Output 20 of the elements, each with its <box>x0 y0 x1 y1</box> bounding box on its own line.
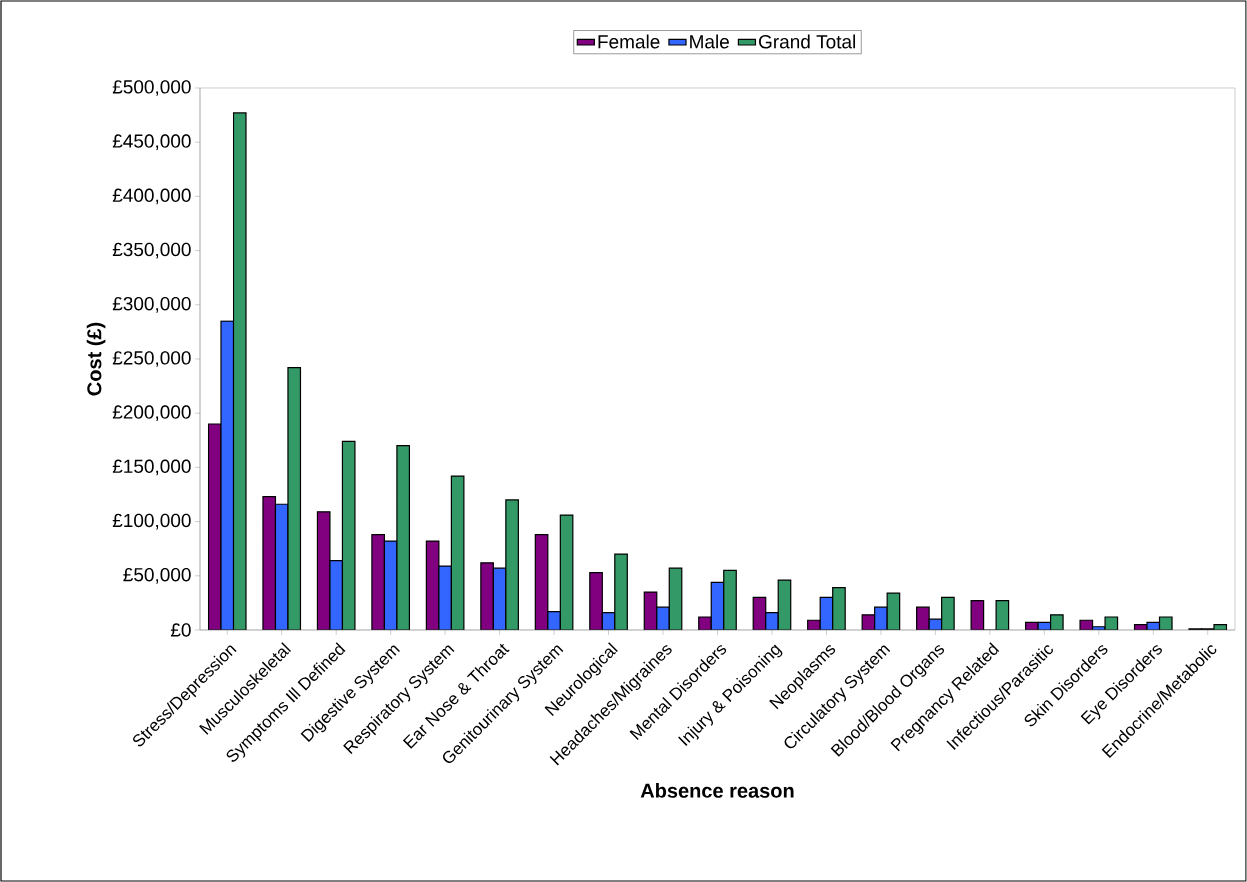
legend-label: Grand Total <box>759 34 855 49</box>
y-tick-label: £400,000 <box>112 188 191 205</box>
y-tick-label: £300,000 <box>112 296 191 313</box>
y-tick-label: £500,000 <box>112 80 191 96</box>
y-tick-label: £450,000 <box>112 134 191 151</box>
bar <box>832 587 846 630</box>
y-tick-label: £150,000 <box>112 459 191 476</box>
legend-label: Female <box>598 34 660 49</box>
y-tick-label: £50,000 <box>123 567 191 584</box>
bar <box>614 553 628 630</box>
y-tick-label: £250,000 <box>112 351 191 367</box>
y-axis-title: Cost (£) <box>86 322 106 396</box>
bar <box>589 571 603 630</box>
y-tick-label: £0 <box>170 623 191 637</box>
bar <box>723 569 737 630</box>
y-tick-label: £200,000 <box>112 405 191 422</box>
legend-label: Male <box>690 34 729 49</box>
y-tick-label: £100,000 <box>112 513 191 530</box>
x-axis-title: Absence reason <box>640 783 794 798</box>
y-tick-label: £350,000 <box>112 242 191 259</box>
